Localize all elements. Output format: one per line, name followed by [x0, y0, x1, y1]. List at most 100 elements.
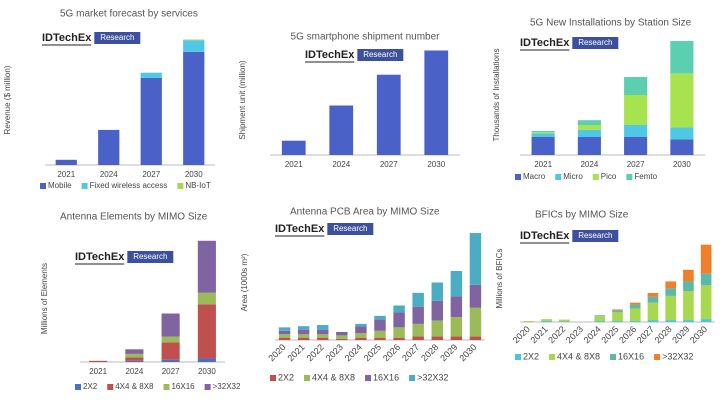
legend-swatch — [592, 174, 599, 180]
x-tick-label: 2025 — [362, 342, 383, 363]
bar-segment — [355, 326, 367, 334]
legend-swatch — [515, 354, 521, 360]
bar-segment — [431, 320, 443, 337]
x-tick-label: 2022 — [546, 324, 567, 345]
bar-segment — [629, 308, 641, 322]
legend-label: 4X4 & 8X8 — [115, 382, 154, 391]
brand-tag: Research — [578, 38, 612, 47]
bar-segment — [469, 284, 482, 308]
x-tick-label: 2026 — [381, 342, 402, 363]
bar-segment — [374, 319, 386, 331]
legend-swatch — [549, 354, 556, 360]
bar — [329, 105, 354, 155]
bar-segment — [670, 127, 694, 140]
brand-tag-box — [572, 230, 619, 242]
x-tick-label: 2026 — [617, 324, 638, 345]
bar — [281, 140, 306, 155]
bar-segment — [469, 233, 482, 285]
bar-segment — [393, 327, 405, 338]
legend-swatch — [555, 174, 562, 180]
x-tick-label: 2021 — [528, 324, 549, 345]
bar-segment — [612, 309, 623, 311]
legend-swatch — [163, 384, 170, 390]
bar-segment — [624, 77, 648, 95]
bar-segment — [629, 321, 641, 322]
x-tick-label: 2024 — [125, 367, 143, 376]
legend-swatch — [610, 354, 617, 360]
x-tick-label: 2021 — [534, 160, 552, 169]
legend-label: Mobile — [48, 181, 72, 190]
x-tick-label: 2024 — [100, 170, 118, 179]
bar-segment — [412, 292, 424, 307]
legend-label: Femto — [634, 172, 657, 181]
x-tick-label: 2022 — [305, 342, 326, 363]
legend-swatch — [81, 183, 88, 189]
bar-segment — [317, 329, 329, 335]
y-axis-label: Thousands of Installations — [492, 49, 501, 142]
x-tick-label: 2030 — [688, 324, 709, 345]
y-axis-label: Millions of BFICs — [495, 248, 504, 308]
bar-segment — [278, 334, 291, 338]
bar-segment — [355, 323, 367, 327]
legend-label: 2X2 — [523, 351, 539, 361]
bar-segment — [161, 342, 180, 360]
bar-segment — [647, 302, 659, 321]
bar-segment — [594, 316, 606, 322]
bar-segment — [125, 353, 144, 358]
bar-segment — [161, 336, 180, 343]
bar-segment — [647, 320, 659, 322]
x-tick-label: 2021 — [285, 160, 303, 169]
bar-segment — [612, 310, 623, 313]
bar-segment — [700, 273, 712, 286]
y-axis-label: Area (1000s m²) — [240, 253, 249, 311]
bar-segment — [577, 125, 601, 130]
brand: IDTechEx — [520, 230, 570, 242]
bar-segment — [531, 131, 555, 133]
legend-label: Fixed wireless access — [90, 181, 168, 190]
x-tick-label: 2027 — [627, 160, 645, 169]
bar-segment — [647, 296, 659, 303]
bar-segment — [683, 269, 694, 282]
bar-segment — [594, 321, 606, 322]
bar — [424, 50, 449, 155]
bar-segment — [393, 312, 405, 328]
legend-swatch — [409, 375, 416, 381]
x-tick-label: 2025 — [599, 324, 620, 345]
legend-label: 4X4 & 8X8 — [557, 351, 600, 361]
bar-segment — [374, 315, 386, 320]
brand: IDTechEx — [75, 251, 125, 263]
bar-segment — [355, 333, 367, 338]
bar-segment — [197, 240, 216, 293]
x-tick-label: 2023 — [564, 324, 585, 345]
brand-tag: Research — [100, 33, 134, 42]
chart-title: 5G New Installations by Station Size — [530, 18, 692, 29]
bar-segment — [317, 325, 329, 330]
bar-segment — [183, 40, 205, 52]
x-tick-label: 2021 — [57, 170, 75, 179]
bar-segment — [665, 281, 676, 289]
brand: IDTechEx — [520, 37, 570, 49]
bar-segment — [450, 317, 463, 337]
bar — [376, 74, 401, 155]
legend-label: NB-IoT — [185, 181, 210, 190]
bar-segment — [683, 291, 694, 321]
x-tick-label: 2023 — [324, 342, 345, 363]
y-axis-label: Millions of Elements — [40, 263, 49, 334]
bar-segment — [336, 338, 348, 340]
chart-title: Antenna Elements by MIMO Size — [60, 212, 208, 223]
bar-segment — [374, 330, 386, 338]
legend-label: Micro — [563, 172, 583, 181]
legend-label: 16X16 — [618, 351, 644, 361]
bar-segment — [197, 358, 216, 362]
bar-segment — [183, 51, 205, 165]
x-tick-label: 2021 — [89, 367, 107, 376]
legend-label: Pico — [601, 172, 617, 181]
brand-tag: Research — [333, 224, 367, 233]
bar-segment — [700, 285, 712, 320]
x-tick-label: 2024 — [582, 324, 603, 345]
legend-label: >32X32 — [662, 351, 693, 361]
x-tick-label: 2021 — [285, 342, 306, 363]
bar-segment — [431, 336, 443, 340]
bar-segment — [665, 320, 676, 322]
